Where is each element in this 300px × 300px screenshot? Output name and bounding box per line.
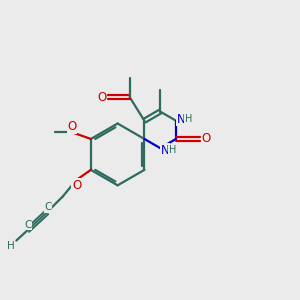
Text: H: H [7, 242, 15, 251]
Text: N: N [177, 113, 185, 126]
Text: O: O [72, 179, 81, 192]
Text: N: N [161, 144, 170, 157]
Text: H: H [185, 114, 192, 124]
Text: O: O [201, 133, 211, 146]
Text: C: C [24, 220, 32, 230]
Text: C: C [44, 202, 52, 212]
Text: O: O [98, 91, 106, 103]
Text: O: O [68, 120, 76, 133]
Text: H: H [169, 146, 176, 155]
